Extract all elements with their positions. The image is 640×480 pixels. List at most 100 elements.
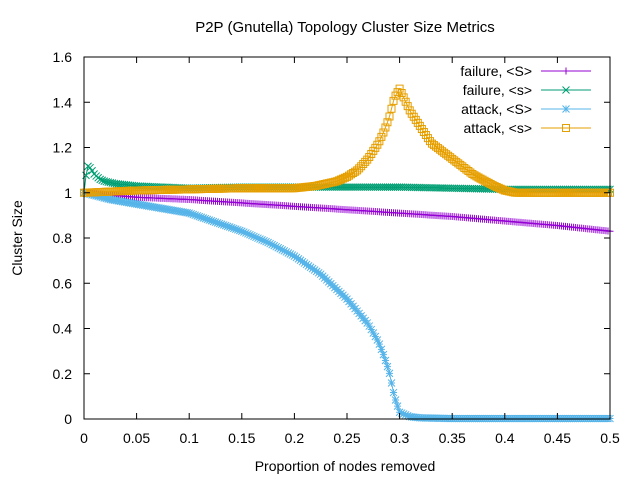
legend-label: failure, <S>: [460, 63, 532, 79]
star-marker: [209, 217, 218, 226]
y-tick-label: 0.4: [53, 321, 73, 337]
square-marker: [411, 115, 420, 124]
star-marker: [82, 189, 90, 198]
square-marker: [452, 157, 461, 166]
square-marker: [606, 188, 614, 197]
legend-entry: failure, <s>: [463, 82, 591, 98]
legend-square-marker: [562, 124, 570, 132]
y-tick-label: 0.8: [53, 230, 73, 246]
star-marker: [211, 218, 220, 227]
square-marker: [436, 145, 445, 154]
star-marker: [227, 223, 236, 232]
star-marker: [94, 192, 103, 201]
legend-label: failure, <s>: [463, 82, 532, 98]
star-marker: [272, 242, 281, 251]
star-marker: [264, 238, 272, 247]
y-tick-label: 0.6: [53, 275, 73, 291]
x-tick-label: 0: [80, 430, 88, 446]
square-marker: [415, 121, 424, 130]
star-marker: [191, 211, 200, 220]
square-marker: [347, 170, 356, 179]
square-marker: [405, 106, 414, 115]
square-marker: [351, 167, 360, 176]
star-marker: [231, 225, 240, 233]
star-marker: [252, 233, 260, 242]
cross-marker: [98, 176, 107, 185]
y-tick-label: 1.6: [53, 49, 73, 65]
star-marker: [235, 226, 244, 235]
square-marker: [387, 104, 396, 113]
square-marker: [401, 97, 410, 106]
square-marker: [359, 160, 368, 169]
square-marker: [486, 180, 495, 189]
chart-title: P2P (Gnutella) Topology Cluster Size Met…: [195, 19, 495, 36]
legend-cross-marker: [562, 86, 570, 94]
star-marker: [248, 231, 256, 240]
axis-ticks: 0 0.05 0.1 0.15 0.2 0.25 0.3 0.35 0.4 0.45 0.5 0 0.2…: [53, 49, 620, 446]
square-marker: [383, 118, 392, 127]
star-marker: [193, 212, 202, 220]
star-marker: [223, 222, 232, 231]
star-marker: [217, 220, 226, 229]
square-marker: [397, 89, 406, 98]
square-marker: [389, 96, 398, 105]
square-marker: [464, 166, 473, 175]
square-marker: [474, 173, 483, 182]
square-marker: [363, 155, 372, 164]
square-marker: [353, 166, 362, 175]
star-marker: [395, 408, 404, 417]
square-marker: [375, 137, 384, 146]
star-marker: [88, 190, 96, 199]
square-marker: [377, 132, 386, 141]
star-marker: [213, 219, 222, 227]
data-marks: [80, 84, 614, 423]
star-marker: [100, 194, 109, 202]
square-marker: [472, 172, 481, 181]
star-marker: [86, 190, 94, 199]
star-marker: [401, 410, 410, 419]
square-marker: [361, 157, 370, 166]
square-marker: [488, 181, 497, 190]
star-marker: [98, 193, 107, 202]
star-marker: [246, 230, 254, 239]
square-marker: [456, 160, 465, 169]
square-marker: [381, 123, 390, 132]
star-marker: [189, 210, 198, 219]
y-tick-label: 0.2: [53, 366, 73, 382]
star-marker: [268, 240, 276, 249]
star-marker: [369, 329, 378, 337]
y-tick-label: 0: [64, 411, 72, 427]
square-marker: [332, 177, 341, 186]
star-marker: [379, 350, 388, 359]
star-marker: [221, 221, 230, 230]
star-marker: [286, 250, 295, 258]
star-marker: [250, 232, 258, 241]
square-marker: [466, 168, 475, 177]
star-marker: [387, 379, 396, 387]
star-marker: [278, 245, 287, 254]
star-marker: [365, 322, 374, 330]
star-marker: [371, 332, 380, 341]
square-marker: [490, 182, 499, 191]
square-marker: [373, 140, 382, 149]
y-tick-label: 1.2: [53, 140, 73, 156]
star-marker: [391, 396, 400, 404]
star-marker: [403, 411, 412, 420]
x-tick-label: 0.2: [285, 430, 305, 446]
square-marker: [470, 171, 479, 180]
square-marker: [355, 164, 364, 173]
star-marker: [203, 215, 212, 224]
star-marker: [383, 362, 392, 371]
square-marker: [385, 112, 394, 121]
star-marker: [274, 243, 283, 252]
square-marker: [440, 148, 449, 157]
square-marker: [460, 163, 469, 172]
star-marker: [199, 214, 208, 222]
square-marker: [444, 151, 453, 160]
star-marker: [207, 216, 216, 225]
square-marker: [409, 112, 418, 121]
square-marker: [349, 168, 358, 177]
star-marker: [363, 319, 372, 327]
square-marker: [480, 176, 489, 185]
